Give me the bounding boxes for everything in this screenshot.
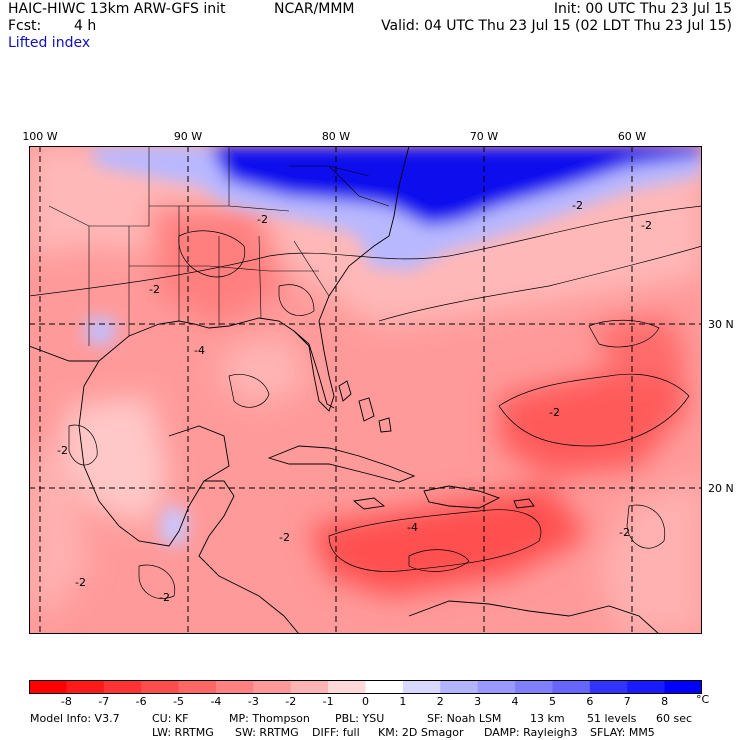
colorbar-swatch [29, 680, 67, 694]
model-info-lw: LW: RRTMG [152, 726, 214, 739]
model-info-km: KM: 2D Smagor [378, 726, 464, 739]
contour-label: -2 [279, 531, 290, 544]
colorbar-tick-label: 6 [586, 695, 594, 708]
lon-label-100w: 100 W [22, 130, 58, 143]
colorbar-tick-label: -2 [285, 695, 297, 708]
colorbar-tick-label: -6 [135, 695, 147, 708]
model-info-levels: 51 levels [587, 712, 637, 725]
colorbar-tick-label: -4 [210, 695, 222, 708]
model-info-pbl: PBL: YSU [335, 712, 385, 725]
colorbar-swatch [552, 680, 591, 694]
colorbar-tick-label: 5 [548, 695, 556, 708]
lon-label-60w: 60 W [617, 130, 647, 143]
colorbar [29, 680, 702, 694]
coastlines [29, 146, 660, 634]
contour-label: -2 [257, 213, 268, 226]
model-info-version: Model Info: V3.7 [30, 712, 120, 725]
contours [29, 205, 702, 599]
model-info-sw: SW: RRTMG [235, 726, 299, 739]
contour-label: -2 [57, 444, 68, 457]
colorbar-swatch [440, 680, 479, 694]
colorbar-swatch [215, 680, 254, 694]
colorbar-swatch [103, 680, 142, 694]
contour-label: -2 [149, 283, 160, 296]
lat-lon-grid [29, 146, 702, 634]
colorbar-tick-label: -7 [98, 695, 110, 708]
colorbar-frame [29, 680, 702, 694]
colorbar-tick-label: -1 [322, 695, 334, 708]
colorbar-tick-label: -5 [173, 695, 185, 708]
colorbar-swatch [477, 680, 516, 694]
model-info-cu: CU: KF [152, 712, 189, 725]
lat-label-20n: 20 N [708, 482, 734, 495]
forecast-hour: 4 h [74, 18, 97, 34]
colorbar-swatch [365, 680, 404, 694]
colorbar-swatch [627, 680, 666, 694]
colorbar-tick-label: 1 [399, 695, 407, 708]
colorbar-tick-label: 7 [623, 695, 631, 708]
contour-label: -2 [641, 219, 652, 232]
colorbar-tick-label: 3 [474, 695, 482, 708]
contour-label: -2 [75, 576, 86, 589]
colorbar-swatch [328, 680, 366, 694]
model-info-damp: DAMP: Rayleigh3 [484, 726, 578, 739]
init-time: Init: 00 UTC Thu 23 Jul 15 [553, 1, 732, 17]
colorbar-swatch [66, 680, 105, 694]
model-info-timestep: 60 sec [656, 712, 693, 725]
contour-label: -2 [572, 199, 583, 212]
variable-name: Lifted index [8, 35, 91, 51]
lon-label-70w: 70 W [469, 130, 499, 143]
colorbar-swatch [664, 680, 702, 694]
valid-time: Valid: 04 UTC Thu 23 Jul 15 (02 LDT Thu … [381, 18, 732, 34]
contour-label: -2 [619, 526, 630, 539]
colorbar-swatch [141, 680, 180, 694]
model-info-sf: SF: Noah LSM [427, 712, 502, 725]
lon-label-90w: 90 W [173, 130, 203, 143]
organization: NCAR/MMM [274, 1, 355, 17]
lon-label-80w: 80 W [321, 130, 351, 143]
colorbar-tick-label: -8 [60, 695, 72, 708]
forecast-label: Fcst: [8, 18, 42, 34]
contour-label: -4 [407, 521, 418, 534]
state-borders [48, 146, 390, 346]
colorbar-swatch [402, 680, 441, 694]
contour-label: -2 [549, 406, 560, 419]
contour-label: -4 [194, 344, 205, 357]
colorbar-tick-label: 4 [511, 695, 519, 708]
colorbar-swatch [589, 680, 628, 694]
colorbar-swatch [515, 680, 553, 694]
model-title: HAIC-HIWC 13km ARW-GFS init [8, 1, 226, 17]
lat-label-30n: 30 N [708, 318, 734, 331]
colorbar-unit: °C [696, 693, 710, 706]
model-info-resolution: 13 km [530, 712, 565, 725]
colorbar-tick-label: 8 [661, 695, 669, 708]
colorbar-tick-label: 2 [436, 695, 444, 708]
contour-label: -2 [159, 591, 170, 604]
colorbar-swatch [253, 680, 292, 694]
colorbar-tick-label: 0 [362, 695, 369, 708]
model-info-diff: DIFF: full [312, 726, 360, 739]
model-info-mp: MP: Thompson [229, 712, 310, 725]
colorbar-tick-label: -3 [247, 695, 259, 708]
model-info-sflay: SFLAY: MM5 [590, 726, 655, 739]
colorbar-swatch [178, 680, 217, 694]
colorbar-swatch [290, 680, 329, 694]
lifted-index-map: -2 -2 -2 -2 -2 -2 -4 -4 -2 -2 -2 -2 [29, 146, 702, 634]
